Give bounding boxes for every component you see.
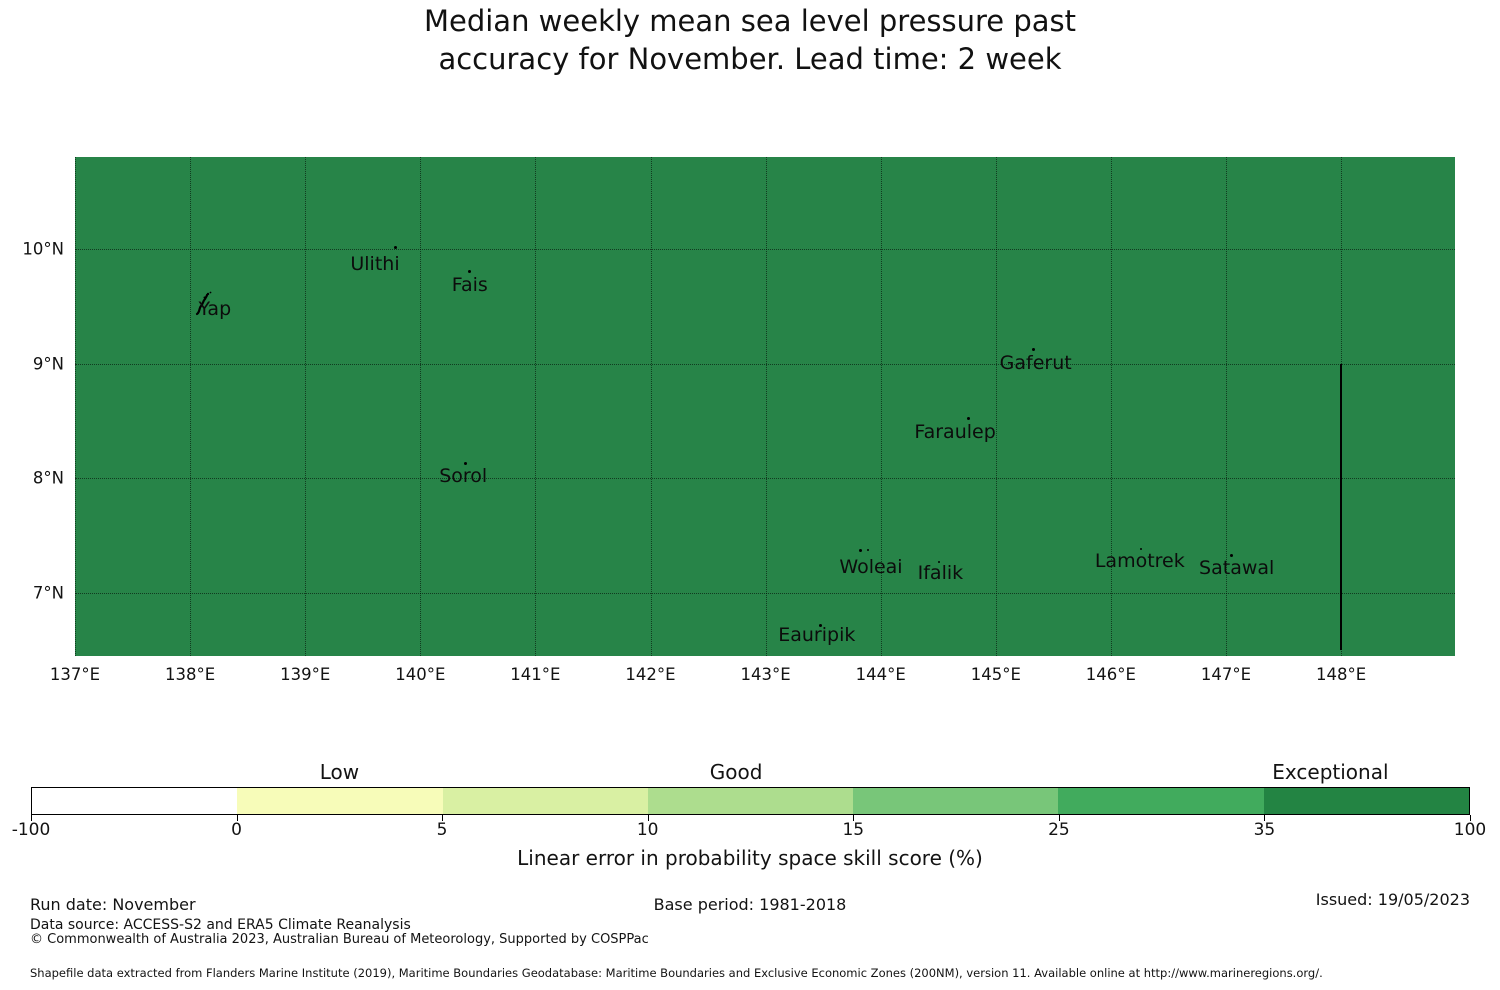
longitude-tick-label: 144°E <box>855 665 906 684</box>
x-axis-tick-labels: 137°E 138°E 139°E 140°E 141°E 142°E 143°E 144°E… <box>50 665 1455 687</box>
island-marker-dot <box>393 246 397 250</box>
colorbar-segment <box>647 788 854 814</box>
meridian-gridline <box>305 157 307 656</box>
colorbar-tick <box>1058 815 1060 821</box>
longitude-tick-label: 143°E <box>740 665 791 684</box>
meridian-gridline <box>880 157 882 656</box>
island-label: Yap <box>198 297 232 320</box>
meridian-gridline <box>190 157 192 656</box>
island-marker-dot <box>966 417 970 420</box>
meridian-gridline <box>535 157 537 656</box>
colorbar-tick <box>1470 815 1471 821</box>
colorbar-tick-label: -100 <box>11 820 51 840</box>
longitude-tick-label: 138°E <box>165 665 216 684</box>
latitude-tick-label: 10°N <box>22 239 64 259</box>
island-label: Sorol <box>439 465 488 488</box>
longitude-tick-label: 141°E <box>510 665 561 684</box>
island-marker-dot <box>938 560 941 563</box>
latitude-tick-label: 8°N <box>32 468 64 488</box>
island-marker-dot <box>468 270 472 274</box>
shapefile-note-text: Shapefile data extracted from Flanders M… <box>30 966 1323 980</box>
parallel-gridline <box>75 592 1455 594</box>
colorbar-tick-label: 5 <box>436 820 448 840</box>
colorbar-segment <box>1263 788 1469 814</box>
island-marker-dot <box>1032 348 1036 352</box>
island-marker-dot <box>463 461 467 465</box>
island-marker-dot <box>819 623 823 627</box>
map-area: Yap Ulithi Fais Sorol Gaferut Faraulep Woleai I… <box>75 157 1455 656</box>
y-axis-tick-labels: 7°N 8°N 9°N 10°N <box>0 157 65 656</box>
island-label: Fais <box>451 273 488 296</box>
island-label: Satawal <box>1199 557 1275 580</box>
meridian-gridline <box>995 157 997 656</box>
colorbar-segment <box>1058 788 1264 814</box>
meridian-gridline <box>75 157 76 656</box>
parallel-gridline <box>75 248 1455 250</box>
run-date-text: Run date: November <box>30 895 196 914</box>
colorbar-tick-label: 25 <box>1048 820 1070 840</box>
eez-boundary-line <box>1340 363 1343 651</box>
island-label: Lamotrek <box>1094 550 1185 573</box>
colorbar-tick <box>442 815 444 821</box>
data-source-text: Data source: ACCESS-S2 and ERA5 Climate … <box>30 917 411 933</box>
longitude-tick-label: 137°E <box>49 665 101 684</box>
colorbar-tick-label: 15 <box>842 820 865 840</box>
island-label: Gaferut <box>999 351 1072 374</box>
island-label: Ifalik <box>917 561 964 584</box>
longitude-tick-label: 142°E <box>625 665 676 684</box>
island-label: Eauripik <box>778 624 856 646</box>
colorbar-category-label: Low <box>319 760 360 784</box>
parallel-gridline <box>75 363 1455 365</box>
colorbar-segment <box>442 788 648 814</box>
island-label: Woleai <box>839 555 903 578</box>
meridian-gridline <box>420 157 422 656</box>
colorbar-tick-label: 35 <box>1253 820 1276 840</box>
longitude-tick-label: 139°E <box>280 665 331 684</box>
latitude-tick-label: 7°N <box>32 583 64 603</box>
meridian-gridline <box>765 157 767 656</box>
island-label: Ulithi <box>350 252 400 275</box>
chart-title: Median weekly mean sea level pressure pa… <box>0 2 1500 78</box>
longitude-tick-label: 140°E <box>395 665 446 684</box>
chart-title-line1: Median weekly mean sea level pressure pa… <box>423 4 1077 38</box>
meridian-gridline <box>1226 157 1227 656</box>
parallel-gridline <box>75 478 1455 480</box>
meridian-gridline <box>1110 157 1112 656</box>
issued-date-text: Issued: 19/05/2023 <box>1315 890 1470 909</box>
meridian-gridline <box>650 157 652 656</box>
colorbar-tick <box>31 815 32 821</box>
island-marker-dot <box>1139 548 1142 551</box>
island-marker-dot <box>858 549 862 552</box>
base-period-text: Base period: 1981-2018 <box>653 895 847 914</box>
colorbar-tick-label: 0 <box>231 820 243 840</box>
island-marker-dot <box>867 548 869 551</box>
yap-island-outline <box>194 291 214 317</box>
colorbar-category-label: Exceptional <box>1272 760 1389 784</box>
island-marker-dot <box>1230 553 1234 557</box>
colorbar-axis-label: Linear error in probability space skill … <box>517 846 983 870</box>
colorbar <box>31 787 1470 815</box>
longitude-tick-label: 147°E <box>1200 665 1252 684</box>
colorbar-tick <box>853 815 855 821</box>
colorbar-tick-label: 100 <box>1453 820 1487 840</box>
longitude-tick-label: 146°E <box>1085 665 1136 684</box>
colorbar-segment <box>32 788 238 814</box>
colorbar-tick-label: 10 <box>636 820 659 840</box>
copyright-text: © Commonwealth of Australia 2023, Austra… <box>30 932 649 947</box>
longitude-tick-label: 148°E <box>1316 665 1367 684</box>
colorbar-category-label: Good <box>709 760 763 784</box>
longitude-tick-label: 145°E <box>970 665 1021 684</box>
colorbar-tick <box>1264 815 1266 821</box>
colorbar-tick <box>647 815 649 821</box>
latitude-tick-label: 9°N <box>32 354 64 373</box>
chart-title-line2: accuracy for November. Lead time: 2 week <box>438 42 1062 76</box>
colorbar-segment <box>853 788 1059 814</box>
island-label: Faraulep <box>914 420 996 443</box>
colorbar-tick <box>236 815 238 821</box>
colorbar-segment <box>237 788 443 814</box>
